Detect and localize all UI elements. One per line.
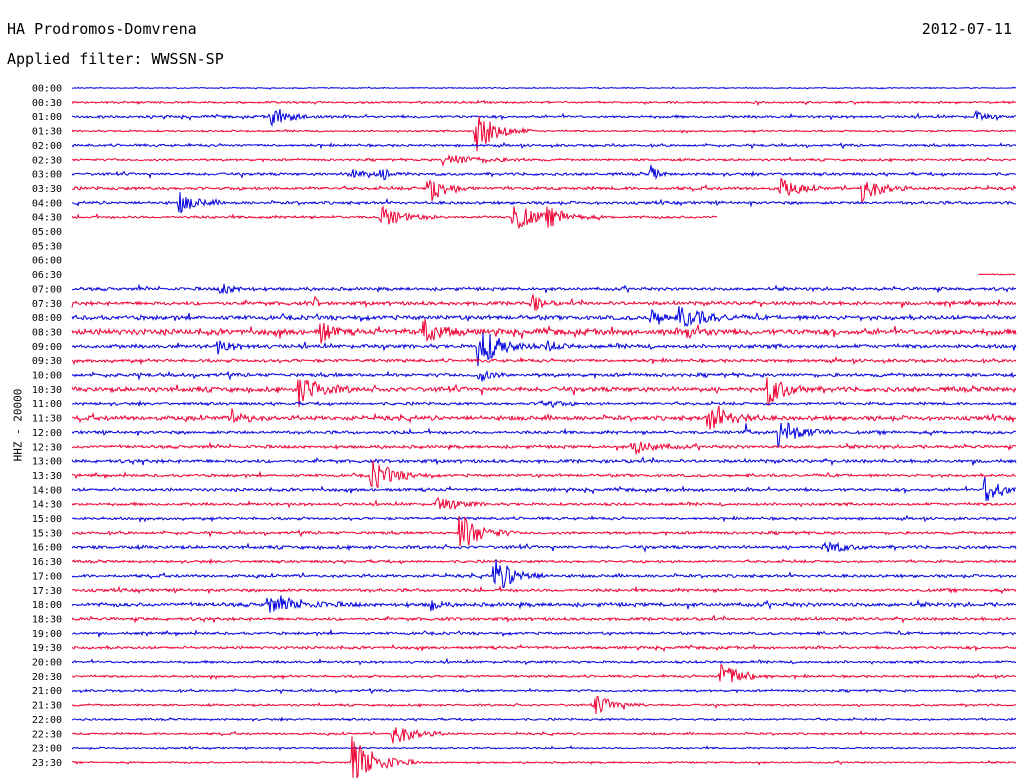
row-label-1830: 18:30 bbox=[32, 614, 62, 625]
row-label-0000: 00:00 bbox=[32, 84, 62, 95]
trace-1400 bbox=[71, 477, 1017, 501]
row-label-1200: 12:00 bbox=[32, 428, 62, 439]
trace-1730 bbox=[71, 585, 1017, 595]
row-label-0400: 04:00 bbox=[32, 198, 62, 209]
trace-1230 bbox=[71, 441, 1017, 455]
row-label-0030: 00:30 bbox=[32, 98, 62, 109]
trace-1900 bbox=[71, 628, 1017, 639]
row-label-0700: 07:00 bbox=[32, 284, 62, 295]
trace-2030 bbox=[71, 663, 1017, 683]
row-label-0630: 06:30 bbox=[32, 270, 62, 281]
row-label-2230: 22:30 bbox=[32, 729, 62, 740]
row-label-1130: 11:30 bbox=[32, 414, 62, 425]
trace-1200 bbox=[71, 422, 1017, 449]
row-label-0200: 02:00 bbox=[32, 141, 62, 152]
row-label-0930: 09:30 bbox=[32, 356, 62, 367]
filter-label: Applied filter: WWSSN-SP bbox=[7, 50, 224, 68]
row-label-1600: 16:00 bbox=[32, 543, 62, 554]
trace-2000 bbox=[71, 657, 1017, 666]
trace-2130 bbox=[72, 696, 1017, 714]
trace-0300 bbox=[71, 165, 1016, 181]
trace-1930 bbox=[71, 643, 1017, 653]
row-label-2130: 21:30 bbox=[32, 701, 62, 712]
row-label-1000: 10:00 bbox=[32, 371, 62, 382]
trace-2200 bbox=[71, 716, 1017, 722]
trace-0030 bbox=[71, 99, 1017, 107]
trace-0700 bbox=[71, 283, 1017, 295]
row-label-1500: 15:00 bbox=[32, 514, 62, 525]
trace-0230 bbox=[71, 154, 1017, 168]
trace-1530 bbox=[71, 515, 1016, 547]
trace-0830 bbox=[71, 318, 1017, 344]
trace-0130 bbox=[71, 116, 1017, 152]
seismic-traces bbox=[71, 86, 1017, 779]
trace-0100 bbox=[71, 109, 1017, 128]
trace-0430 bbox=[71, 204, 718, 229]
trace-1500 bbox=[71, 514, 1017, 523]
row-label-2200: 22:00 bbox=[32, 715, 62, 726]
station-title: HA Prodromos-Domvrena bbox=[7, 20, 197, 38]
row-label-0330: 03:30 bbox=[32, 184, 62, 195]
row-label-2000: 20:00 bbox=[32, 658, 62, 669]
trace-1600 bbox=[71, 541, 1017, 553]
trace-1700 bbox=[71, 559, 1017, 588]
row-label-0430: 04:30 bbox=[32, 213, 62, 224]
trace-1030 bbox=[71, 377, 1017, 408]
trace-0930 bbox=[71, 355, 1017, 366]
row-label-2330: 23:30 bbox=[32, 758, 62, 769]
trace-0900 bbox=[71, 332, 1017, 367]
trace-2100 bbox=[71, 687, 1017, 695]
trace-1630 bbox=[71, 557, 1017, 565]
row-label-1230: 12:30 bbox=[32, 442, 62, 453]
row-label-0530: 05:30 bbox=[32, 241, 62, 252]
row-label-0730: 07:30 bbox=[32, 299, 62, 310]
trace-1330 bbox=[71, 460, 1017, 489]
row-label-0500: 05:00 bbox=[32, 227, 62, 238]
row-label-2300: 23:00 bbox=[32, 744, 62, 755]
trace-1100 bbox=[71, 399, 1017, 409]
row-label-0300: 03:00 bbox=[32, 170, 62, 181]
trace-0200 bbox=[71, 141, 1017, 150]
trace-0630 bbox=[978, 273, 1016, 276]
row-label-0130: 01:30 bbox=[32, 127, 62, 138]
row-label-1300: 13:00 bbox=[32, 457, 62, 468]
trace-0730 bbox=[71, 294, 1017, 312]
date-label: 2012-07-11 bbox=[921, 20, 1012, 38]
row-label-1730: 17:30 bbox=[32, 586, 62, 597]
row-label-1700: 17:00 bbox=[32, 571, 62, 582]
row-label-0600: 06:00 bbox=[32, 256, 62, 267]
trace-2300 bbox=[71, 745, 1017, 752]
row-label-1800: 18:00 bbox=[32, 600, 62, 611]
row-label-1330: 13:30 bbox=[32, 471, 62, 482]
trace-0800 bbox=[71, 306, 1017, 328]
trace-0000 bbox=[71, 86, 1017, 90]
trace-1800 bbox=[71, 595, 1017, 613]
trace-0330 bbox=[71, 177, 1017, 204]
row-label-1400: 14:00 bbox=[32, 485, 62, 496]
row-label-1030: 10:30 bbox=[32, 385, 62, 396]
trace-1430 bbox=[71, 496, 1017, 510]
row-label-2100: 21:00 bbox=[32, 686, 62, 697]
row-label-0900: 09:00 bbox=[32, 342, 62, 353]
row-label-1930: 19:30 bbox=[32, 643, 62, 654]
row-label-0800: 08:00 bbox=[32, 313, 62, 324]
row-label-1430: 14:30 bbox=[32, 500, 62, 511]
trace-1000 bbox=[71, 369, 1017, 382]
row-label-1530: 15:30 bbox=[32, 528, 62, 539]
row-label-0830: 08:30 bbox=[32, 327, 62, 338]
trace-1830 bbox=[71, 614, 1016, 624]
trace-1130 bbox=[71, 405, 1017, 430]
trace-1300 bbox=[71, 456, 1017, 467]
row-label-1900: 19:00 bbox=[32, 629, 62, 640]
trace-2230 bbox=[71, 727, 1017, 744]
row-label-0100: 01:00 bbox=[32, 112, 62, 123]
row-label-1100: 11:00 bbox=[32, 399, 62, 410]
row-label-0230: 02:30 bbox=[32, 155, 62, 166]
row-time-labels: 00:00 00:30 01:00 01:30 02:00 02:30 03:00 03:30… bbox=[32, 84, 62, 769]
row-label-2030: 20:30 bbox=[32, 672, 62, 683]
trace-0400 bbox=[71, 192, 1016, 214]
trace-2330 bbox=[71, 736, 1017, 779]
row-label-1630: 16:30 bbox=[32, 557, 62, 568]
